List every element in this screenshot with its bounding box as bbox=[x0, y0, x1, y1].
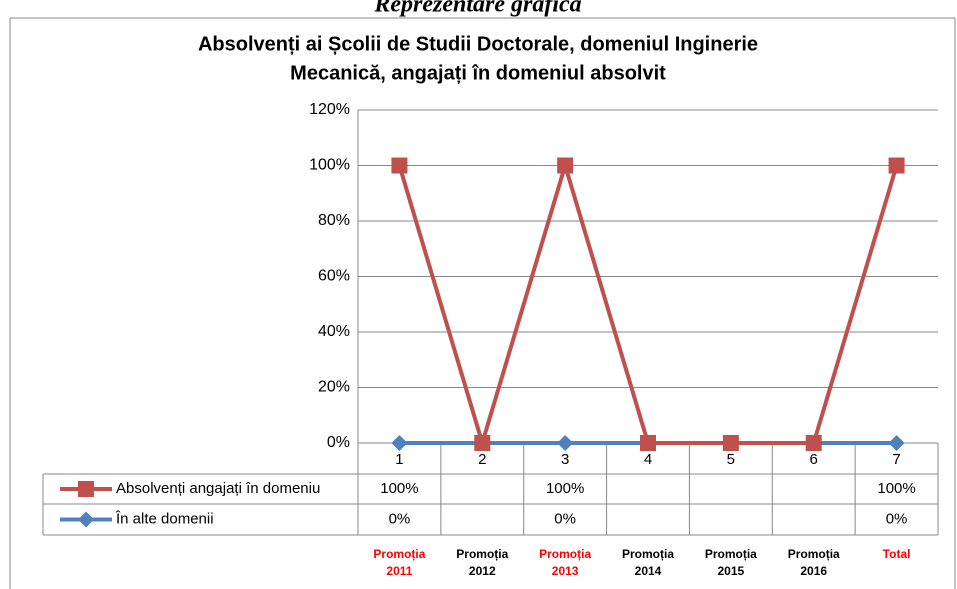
x-tick-label: 3 bbox=[561, 451, 569, 468]
x-tick-label: 7 bbox=[892, 451, 900, 468]
y-tick-label: 120% bbox=[309, 101, 350, 118]
table-value: 0% bbox=[886, 510, 908, 527]
y-tick-label: 0% bbox=[327, 434, 350, 451]
table-value: 0% bbox=[389, 510, 411, 527]
table-value: 100% bbox=[546, 480, 584, 497]
x-tick-label: 2 bbox=[478, 451, 486, 468]
y-tick-label: 60% bbox=[318, 268, 350, 285]
table-value: 100% bbox=[877, 480, 915, 497]
x-tick-label: 6 bbox=[810, 451, 818, 468]
group-label: Total bbox=[883, 547, 911, 561]
y-tick-label: 40% bbox=[318, 323, 350, 340]
marker bbox=[391, 435, 408, 451]
table-value: 0% bbox=[554, 510, 576, 527]
legend-label: Absolvenți angajați în domeniu bbox=[116, 480, 320, 497]
series-line bbox=[397, 158, 899, 450]
table-value: 100% bbox=[380, 480, 418, 497]
group-label: Promoția 2016 bbox=[788, 547, 840, 578]
x-tick-label: 5 bbox=[727, 451, 735, 468]
group-label: Promoția 2013 bbox=[539, 547, 591, 578]
marker bbox=[888, 435, 905, 451]
y-tick-label: 100% bbox=[309, 157, 350, 174]
marker bbox=[557, 157, 574, 174]
group-label: Promoția 2012 bbox=[456, 547, 508, 578]
marker bbox=[640, 435, 656, 451]
marker bbox=[557, 435, 574, 451]
y-tick-label: 80% bbox=[318, 212, 350, 229]
marker bbox=[888, 157, 905, 174]
group-label: Promoția 2015 bbox=[705, 547, 757, 578]
group-label: Promoția 2014 bbox=[622, 547, 674, 578]
chart-title: Mecanică, angajați în domeniul absolvit bbox=[290, 62, 666, 84]
marker bbox=[722, 435, 739, 451]
page-heading: Reprezentare grafică bbox=[373, 0, 581, 18]
marker bbox=[805, 435, 822, 451]
group-label: Promoția 2011 bbox=[373, 547, 425, 578]
y-tick-label: 20% bbox=[318, 379, 350, 396]
legend-label: În alte domenii bbox=[115, 510, 214, 527]
chart-title: Absolvenți ai Școlii de Studii Doctorale… bbox=[198, 33, 758, 55]
x-tick-label: 4 bbox=[644, 451, 652, 468]
marker bbox=[474, 435, 491, 451]
marker bbox=[391, 157, 408, 174]
marker bbox=[78, 481, 94, 497]
marker bbox=[78, 511, 94, 528]
x-tick-label: 1 bbox=[395, 451, 403, 468]
